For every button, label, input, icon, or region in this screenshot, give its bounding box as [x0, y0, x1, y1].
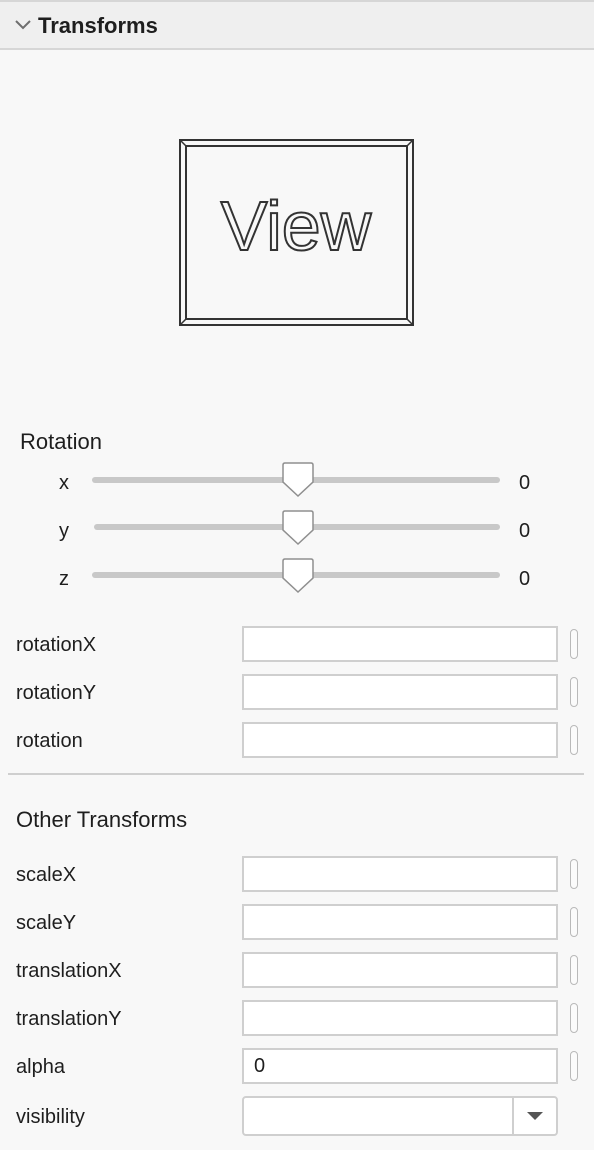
- alpha-handle[interactable]: [570, 1051, 578, 1081]
- rotationx-handle[interactable]: [570, 629, 578, 659]
- translationy-label: translationY: [16, 1008, 122, 1030]
- translationy-handle[interactable]: [570, 1003, 578, 1033]
- slider-z-thumb[interactable]: [281, 558, 315, 594]
- visibility-dropdown[interactable]: [242, 1096, 558, 1136]
- rotation-label: rotation: [16, 730, 83, 752]
- slider-z-label: z: [59, 568, 69, 590]
- translationx-input[interactable]: [242, 952, 558, 988]
- rotationx-label: rotationX: [16, 634, 97, 656]
- visibility-label: visibility: [16, 1106, 85, 1128]
- scalex-input[interactable]: [242, 856, 558, 892]
- scaley-handle[interactable]: [570, 907, 578, 937]
- slider-x-thumb[interactable]: [281, 462, 315, 498]
- slider-y-label: y: [59, 520, 69, 542]
- alpha-label: alpha: [16, 1056, 65, 1078]
- rotation-input[interactable]: [242, 722, 558, 758]
- section-title: Transforms: [38, 13, 158, 38]
- translationx-label: translationX: [16, 960, 122, 982]
- chevron-down-icon[interactable]: [14, 19, 32, 31]
- view-preview: View: [179, 139, 414, 326]
- transforms-header[interactable]: Transforms: [0, 0, 594, 50]
- rotationy-label: rotationY: [16, 682, 97, 704]
- rotationx-input[interactable]: [242, 626, 558, 662]
- slider-y-thumb[interactable]: [281, 510, 315, 546]
- preview-text: View: [221, 187, 372, 265]
- slider-y-value: 0: [519, 520, 531, 542]
- section-divider: [8, 773, 584, 775]
- rotation-handle[interactable]: [570, 725, 578, 755]
- rotationy-handle[interactable]: [570, 677, 578, 707]
- rotation-title: Rotation: [20, 429, 102, 454]
- translationy-input[interactable]: [242, 1000, 558, 1036]
- caret-down-icon: [527, 1112, 543, 1120]
- scalex-handle[interactable]: [570, 859, 578, 889]
- slider-x-value: 0: [519, 472, 531, 494]
- slider-x-label: x: [59, 472, 69, 494]
- translationx-handle[interactable]: [570, 955, 578, 985]
- scalex-label: scaleX: [16, 864, 77, 886]
- rotationy-input[interactable]: [242, 674, 558, 710]
- scaley-label: scaleY: [16, 912, 77, 934]
- scaley-input[interactable]: [242, 904, 558, 940]
- dropdown-arrow-button[interactable]: [512, 1098, 556, 1134]
- alpha-input[interactable]: [242, 1048, 558, 1084]
- slider-z-value: 0: [519, 568, 531, 590]
- other-transforms-title: Other Transforms: [16, 807, 188, 832]
